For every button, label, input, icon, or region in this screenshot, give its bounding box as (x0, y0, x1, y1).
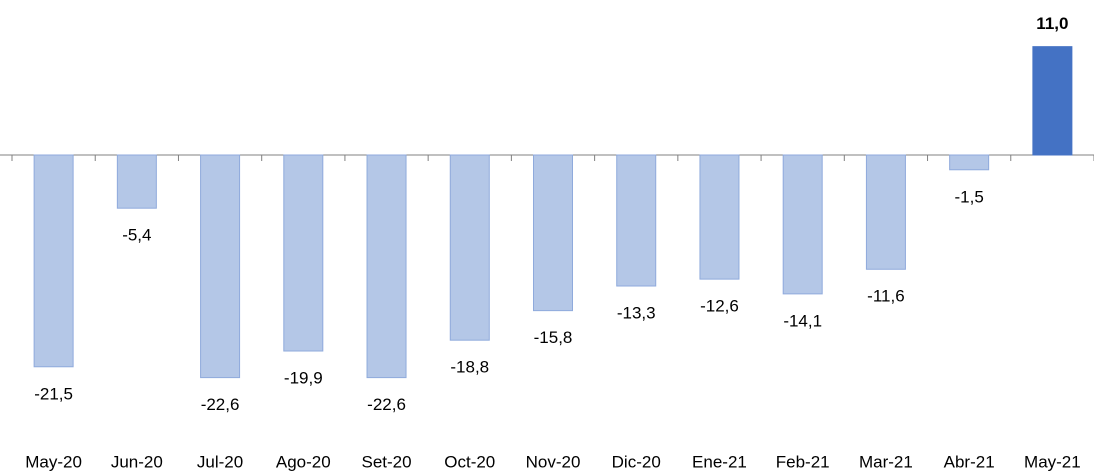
value-label: -14,1 (783, 311, 822, 330)
x-tick-label: Mar-21 (859, 452, 913, 471)
value-label: -15,8 (534, 328, 573, 347)
x-tick-label: Set-20 (361, 452, 411, 471)
bar (1032, 46, 1073, 156)
bar (949, 154, 990, 171)
x-tick-label: May-21 (1024, 452, 1081, 471)
value-label: -19,9 (284, 368, 323, 387)
x-tick-label: Nov-20 (526, 452, 581, 471)
value-label: -21,5 (34, 384, 73, 403)
bar (533, 154, 573, 312)
x-tick-label: Dic-20 (612, 452, 661, 471)
value-label: -22,6 (367, 395, 406, 414)
x-tick-label: May-20 (25, 452, 82, 471)
bar (865, 154, 906, 270)
bar (449, 154, 490, 341)
value-label: -1,5 (955, 187, 984, 206)
value-label: -11,6 (867, 287, 905, 306)
x-tick-label: Feb-21 (776, 452, 830, 471)
bar (366, 154, 407, 379)
value-label: -22,6 (201, 395, 240, 414)
x-tick-label: Abr-21 (944, 452, 995, 471)
x-tick-label: Jun-20 (111, 452, 163, 471)
x-tick-label: Oct-20 (444, 452, 495, 471)
x-tick-label: Ago-20 (276, 452, 331, 471)
bar (699, 154, 740, 280)
bar (616, 154, 657, 287)
bar (116, 154, 157, 209)
bar (782, 154, 823, 295)
bar (33, 154, 74, 368)
value-label: -12,6 (700, 297, 739, 316)
x-tick-label: Jul-20 (197, 452, 243, 471)
x-tick-label: Ene-21 (692, 452, 747, 471)
bar (200, 154, 241, 379)
value-label: 11,0 (1036, 14, 1068, 33)
value-label: -13,3 (617, 303, 656, 322)
value-label: -5,4 (122, 226, 151, 245)
bar (283, 154, 324, 352)
value-label: -18,8 (450, 358, 489, 377)
